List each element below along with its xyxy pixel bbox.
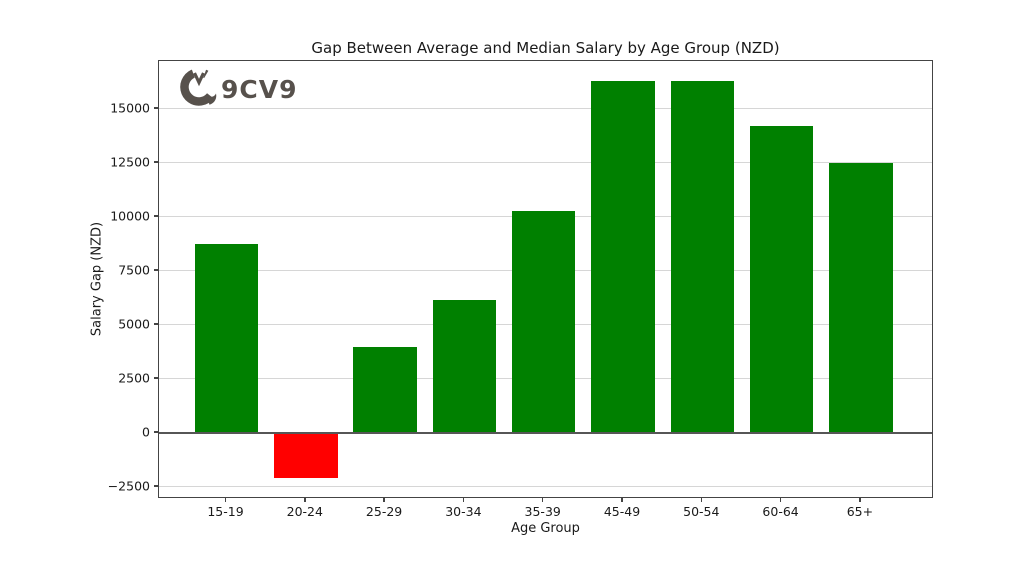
bar-65+	[829, 162, 893, 433]
x-tick-label: 35-39	[524, 504, 561, 519]
y-tick-mark	[154, 485, 158, 487]
x-tick-label: 60-64	[762, 504, 799, 519]
y-tick-mark	[154, 215, 158, 217]
watermark-logo: 9CV9	[179, 62, 298, 108]
y-tick-label: 5000	[118, 316, 150, 332]
y-tick-mark	[154, 323, 158, 325]
y-tick-label: 2500	[118, 370, 150, 386]
x-tick-label: 45-49	[603, 504, 641, 519]
x-tick-mark	[304, 498, 306, 502]
gridline	[159, 486, 932, 488]
x-tick-label: 20-24	[286, 504, 323, 519]
x-tick-mark	[224, 498, 227, 502]
y-tick-label: 0	[142, 424, 150, 440]
y-tick-mark	[154, 107, 158, 109]
bar-20-24	[274, 432, 338, 479]
bar-15-19	[194, 243, 259, 433]
y-tick-label: 15000	[110, 100, 150, 116]
plot-area	[158, 60, 933, 498]
zero-line	[159, 431, 932, 434]
x-tick-mark	[462, 498, 465, 502]
gridline	[159, 162, 932, 164]
bar-30-34	[432, 300, 497, 433]
x-tick-mark	[700, 498, 703, 502]
y-tick-mark	[154, 431, 158, 433]
x-tick-mark	[621, 498, 623, 502]
x-tick-mark	[779, 498, 782, 502]
x-tick-mark	[541, 498, 544, 502]
bar-25-29	[353, 346, 417, 433]
y-tick-label: 10000	[110, 208, 150, 224]
y-tick-label: −2500	[107, 478, 150, 494]
y-tick-label: 12500	[110, 154, 150, 170]
y-tick-mark	[154, 377, 158, 379]
x-tick-label: 25-29	[365, 504, 403, 519]
x-tick-mark	[383, 498, 385, 502]
bar-50-54	[670, 80, 735, 433]
x-tick-label: 30-34	[445, 504, 482, 519]
y-tick-mark	[154, 161, 158, 163]
9cv9-logo-icon	[180, 67, 217, 106]
x-tick-label: 15-19	[207, 504, 244, 519]
bar-60-64	[749, 126, 814, 433]
x-tick-label: 65+	[846, 504, 874, 519]
x-tick-label: 50-54	[683, 504, 720, 519]
bar-45-49	[591, 80, 655, 433]
x-axis-label: Age Group	[511, 521, 580, 536]
logo-text: 9CV9	[221, 75, 298, 104]
x-tick-mark	[859, 498, 861, 502]
y-tick-mark	[154, 269, 158, 271]
chart-title: Gap Between Average and Median Salary by…	[311, 39, 780, 57]
gridline	[159, 108, 932, 110]
y-tick-label: 7500	[118, 262, 150, 278]
bar-35-39	[511, 210, 576, 433]
